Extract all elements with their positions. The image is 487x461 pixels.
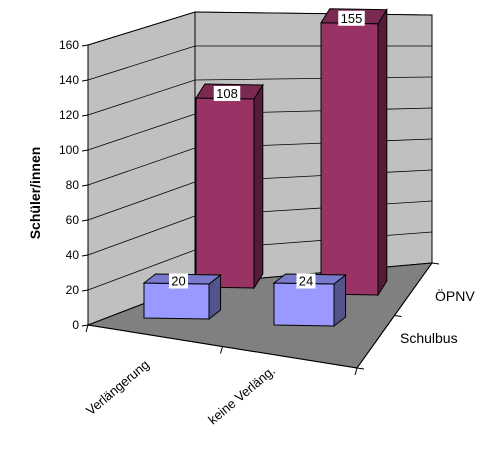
y-tick-label: 80 — [66, 178, 80, 192]
data-label: 24 — [296, 273, 316, 289]
bars — [142, 8, 388, 328]
data-label: 108 — [213, 86, 241, 101]
y-tick-mark — [81, 44, 89, 47]
y-tick-label: 120 — [59, 108, 79, 122]
y-tick-mark — [81, 219, 89, 222]
y-tick-label: 100 — [59, 143, 79, 157]
y-tick-mark — [81, 79, 89, 82]
x-tick-mark — [220, 346, 223, 354]
y-tick-label: 140 — [59, 73, 79, 87]
y-axis-title: Schüler/innen — [27, 147, 43, 240]
y-tick-mark — [81, 324, 89, 327]
y-tick-label: 20 — [66, 283, 80, 297]
data-label-text: 155 — [341, 11, 363, 26]
data-label-text: 20 — [171, 274, 185, 289]
y-tick-label: 0 — [72, 318, 79, 332]
axes: 0 20 40 60 80 100 120 140 160 — [59, 38, 440, 376]
bar-schulbus-2 — [272, 273, 347, 328]
y-tick-mark — [81, 114, 89, 117]
series-label-schulbus: Schulbus — [400, 330, 458, 346]
y-tick-label: 60 — [66, 213, 80, 227]
labels: 108 155 20 24 — [169, 10, 365, 289]
x-tick-mark — [354, 367, 358, 376]
category-label-keine-verlaeng: keine Verläng. — [205, 363, 278, 427]
depth-tick-mark — [356, 367, 365, 370]
data-label-text: 108 — [216, 86, 238, 101]
category-label-verlaengerung: Verlängerung — [83, 357, 152, 418]
x-tick-mark — [85, 324, 89, 333]
data-label: 155 — [338, 10, 365, 26]
y-tick-label: 40 — [66, 248, 80, 262]
depth-tick-mark — [394, 315, 402, 317]
data-label: 20 — [169, 273, 188, 289]
y-tick-label: 160 — [59, 38, 79, 52]
bar-oepnv-2 — [320, 8, 388, 297]
y-tick-mark — [81, 184, 89, 187]
y-tick-mark — [81, 149, 89, 152]
y-tick-mark — [81, 254, 89, 257]
y-tick-mark — [81, 289, 89, 292]
series-label-oepnv: ÖPNV — [435, 287, 475, 304]
bar-oepnv-1 — [195, 83, 264, 290]
depth-tick-mark — [431, 262, 440, 265]
data-label-text: 24 — [299, 274, 313, 289]
